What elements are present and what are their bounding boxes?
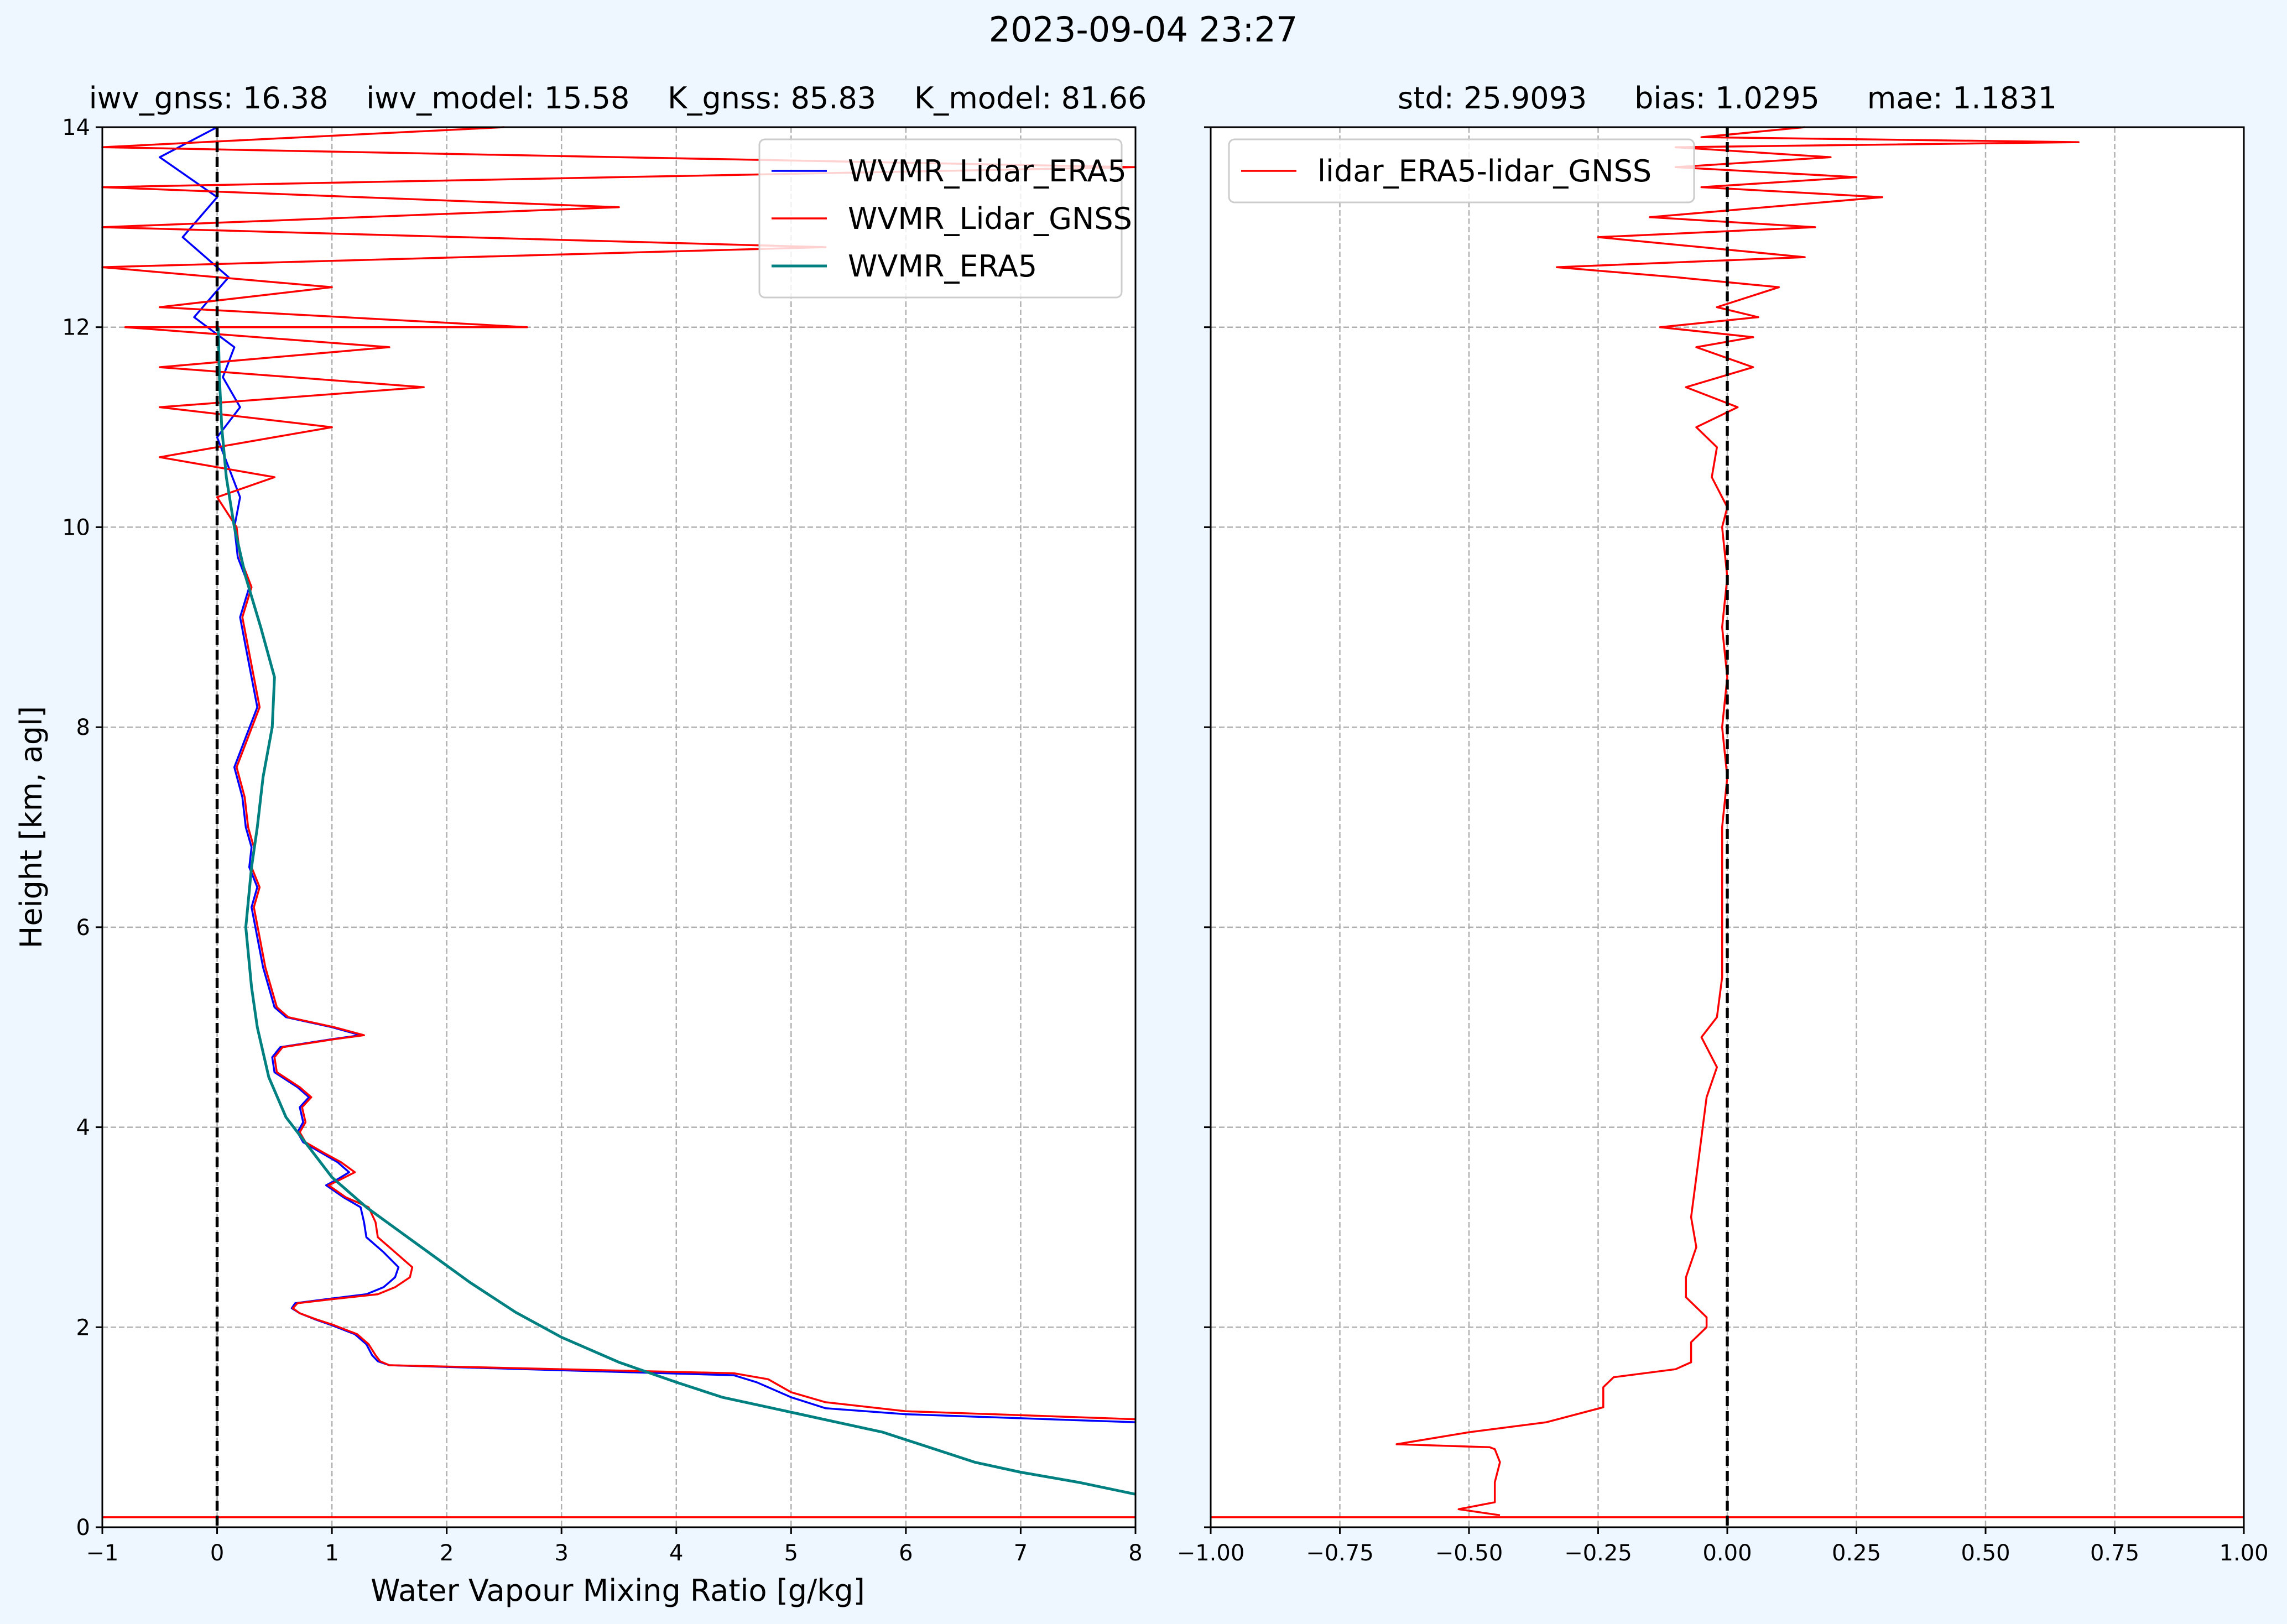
- left-x-tick-label: 0: [210, 1541, 224, 1566]
- left-x-tick-label: 2: [440, 1541, 454, 1566]
- left-legend-label: WVMR_ERA5: [848, 249, 1037, 284]
- left-legend-label: WVMR_Lidar_ERA5: [848, 154, 1127, 189]
- left-x-tick-label: 7: [1014, 1541, 1028, 1566]
- left-gridlines: [102, 127, 1135, 1527]
- left-y-tick-label: 14: [62, 115, 90, 140]
- right-series-layer: [1211, 126, 2244, 1527]
- right-x-tick-label: 0.75: [2090, 1541, 2139, 1566]
- left-chart-title: iwv_gnss: 16.38 iwv_model: 15.58 K_gnss:…: [89, 81, 1147, 116]
- right-axes: −1.00 −0.75 −0.50 −0.25 0.00 0.25 0.50 0.75 1.00…: [1177, 81, 2269, 1566]
- right-x-tick-label: 1.00: [2219, 1541, 2268, 1566]
- left-series-line-wvmr_lidar_gnss: [101, 126, 1137, 1421]
- right-x-tick-label: 0.25: [1832, 1541, 1881, 1566]
- right-x-tick-label: −1.00: [1177, 1541, 1245, 1566]
- left-x-axis-label: Water Vapour Mixing Ratio [g/kg]: [371, 1573, 865, 1608]
- left-y-tick-label: 6: [76, 915, 90, 941]
- left-y-tick-label: 8: [76, 715, 90, 740]
- left-legend-box: [758, 138, 1123, 299]
- right-legend: lidar_ERA5-lidar_GNSS: [1228, 138, 1695, 203]
- left-y-tick-label: 4: [76, 1115, 90, 1141]
- left-x-tick-label: 5: [784, 1541, 798, 1566]
- left-series-line-wvmr_era5: [217, 327, 1136, 1496]
- left-x-tick-label: −1: [86, 1541, 119, 1566]
- right-x-tick-label: 0.00: [1702, 1541, 1752, 1566]
- left-y-axis-label: Height [km, agl]: [14, 706, 49, 948]
- right-series-line-lidar_era5-lidar_gnss: [1395, 126, 2080, 1517]
- figure-suptitle: 2023-09-04 23:27: [989, 9, 1298, 50]
- left-x-tick-label: 1: [325, 1541, 338, 1566]
- right-x-tick-label: −0.75: [1306, 1541, 1374, 1566]
- left-legend-label: WVMR_Lidar_GNSS: [848, 201, 1132, 236]
- left-x-tick-label: 3: [554, 1541, 568, 1566]
- right-legend-label: lidar_ERA5-lidar_GNSS: [1317, 154, 1652, 189]
- left-plot-area: [102, 127, 1135, 1527]
- left-legend: WVMR_Lidar_ERA5 WVMR_Lidar_GNSS WVMR_ERA5: [758, 138, 1132, 299]
- right-ticks: −1.00 −0.75 −0.50 −0.25 0.00 0.25 0.50 0.75 1.00: [1177, 126, 2269, 1566]
- left-axes-frame: [101, 126, 1137, 1528]
- left-y-tick-label: 0: [76, 1515, 90, 1541]
- right-x-tick-label: −0.25: [1564, 1541, 1632, 1566]
- right-axes-frame: [1210, 126, 2245, 1528]
- left-y-tick-label: 12: [62, 315, 90, 341]
- left-x-tick-label: 4: [669, 1541, 683, 1566]
- right-chart-title: std: 25.9093 bias: 1.0295 mae: 1.1831: [1398, 81, 2057, 116]
- left-y-tick-label: 10: [62, 515, 90, 540]
- right-x-tick-label: −0.50: [1435, 1541, 1503, 1566]
- right-x-tick-label: 0.50: [1961, 1541, 2010, 1566]
- left-y-tick-label: 2: [76, 1315, 90, 1340]
- left-x-tick-label: 8: [1128, 1541, 1142, 1566]
- left-x-tick-label: 6: [899, 1541, 913, 1566]
- left-series-layer: [101, 126, 1137, 1527]
- right-legend-box: [1228, 138, 1695, 203]
